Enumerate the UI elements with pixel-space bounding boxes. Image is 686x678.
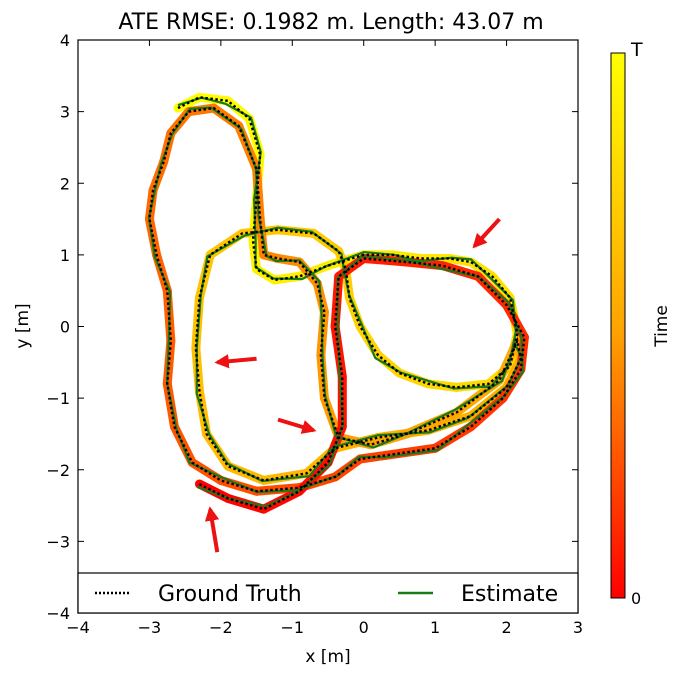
x-tick-label: −4 — [66, 618, 90, 637]
y-tick-label: 4 — [60, 31, 70, 50]
colorbar-title: Time — [652, 305, 672, 348]
chart-title: ATE RMSE: 0.1982 m. Length: 43.07 m — [118, 10, 543, 35]
time-colored-segment — [294, 257, 322, 289]
plot-area — [77, 39, 579, 614]
trajectory-layer — [144, 92, 529, 514]
colorbar-top-label: T — [630, 39, 643, 61]
annotation-arrows — [204, 217, 501, 553]
red-arrow — [214, 354, 257, 369]
legend-estimate-label: Estimate — [461, 582, 558, 607]
y-axis-label: y [m] — [13, 303, 33, 348]
red-arrow — [472, 217, 501, 249]
x-axis-label: x [m] — [305, 647, 350, 667]
red-arrow — [277, 417, 317, 434]
x-tick-label: −2 — [209, 618, 233, 637]
colorbar-bottom-label: 0 — [631, 589, 641, 608]
y-tick-label: 3 — [60, 103, 70, 122]
y-tick-label: 0 — [60, 318, 70, 337]
y-tick-label: −1 — [46, 389, 70, 408]
y-tick-label: 2 — [60, 174, 70, 193]
red-arrow — [204, 506, 220, 553]
y-tick-label: 1 — [60, 246, 70, 265]
legend-box — [77, 572, 579, 614]
y-tick-label: −3 — [46, 532, 70, 551]
legend-ground-truth-label: Ground Truth — [158, 582, 302, 607]
legend: Ground Truth Estimate — [77, 572, 579, 614]
colorbar: T 0 Time — [610, 39, 672, 608]
y-tick-label: −4 — [46, 604, 70, 623]
x-tick-label: −1 — [280, 618, 304, 637]
x-tick-label: 2 — [501, 618, 511, 637]
y-tick-label: −2 — [46, 461, 70, 480]
x-tick-label: 1 — [430, 618, 440, 637]
x-tick-label: 0 — [359, 618, 369, 637]
colorbar-gradient — [610, 52, 626, 599]
x-tick-label: 3 — [573, 618, 583, 637]
ground-truth-series-line — [148, 96, 526, 511]
x-tick-label: −3 — [138, 618, 162, 637]
